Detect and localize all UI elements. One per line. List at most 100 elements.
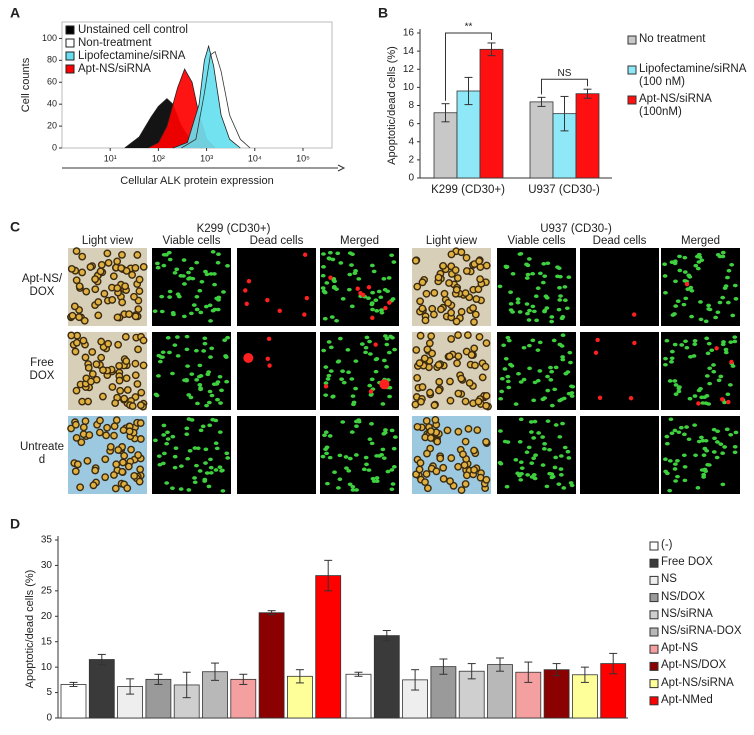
x-tick-label: 10¹ [104,153,117,163]
cell [462,471,471,480]
viable-cell [364,462,369,467]
viable-cell [189,372,195,376]
viable-cell [662,262,668,267]
viable-cell [530,271,536,276]
cell [110,422,119,431]
viable-cell [194,260,200,265]
dead-cell [383,305,388,311]
cell [88,348,97,356]
viable-cell [373,369,379,374]
viable-cell [390,297,396,301]
cell [125,427,134,436]
viable-cell [717,300,723,305]
viable-cell [381,358,387,363]
y-tick-label: 40 [47,99,57,109]
viable-cell [353,386,359,391]
viable-cell [329,315,335,319]
viable-cell [198,428,204,433]
viable-cell [378,295,384,300]
cell [445,279,453,287]
viable-cell [541,262,547,266]
viable-cell [165,335,171,340]
viable-cell [732,339,738,344]
viable-cell [369,422,374,426]
viable-cell [172,343,178,347]
viable-cell [167,289,173,294]
cell [471,310,480,319]
viable-cell [197,469,203,473]
column-header: Light view [426,235,478,247]
cell [454,331,462,340]
cell [470,318,478,327]
viable-cell [156,374,161,378]
viable-cell [322,316,328,321]
viable-cell [165,430,170,435]
viable-cell [515,300,521,305]
dead-cell [632,340,637,346]
bar [433,112,458,179]
viable-cell [682,465,688,469]
viable-cell [172,454,178,459]
viable-cell [535,286,541,291]
viable-cell [553,365,559,370]
viable-cell [664,434,670,439]
viable-cell [384,365,389,369]
legend-label: NS/DOX [661,590,706,603]
viable-cell [225,263,230,268]
viable-cell [194,307,200,312]
viable-cell [673,479,679,483]
panel-label: B [378,5,388,21]
viable-cell [668,417,674,422]
viable-cell [667,488,673,493]
error-bar [609,652,618,675]
y-tick-label: 0 [408,173,414,184]
cell [421,478,429,487]
x-tick-label: U937 (CD30-) [528,184,600,196]
legend-label: Non-treatment [78,37,152,49]
significance-bracket [541,78,588,95]
row-label: Apt-NS/ DOX [21,273,63,298]
cell [447,454,456,462]
y-tick-label: 12 [403,64,415,75]
viable-cell [713,315,719,320]
significance-bracket [445,32,492,101]
dead-cell [387,300,392,305]
viable-cell [681,302,687,307]
viable-cell [532,419,538,424]
error-bar [211,662,219,681]
cell [113,257,122,266]
viable-cell [322,433,327,438]
viable-cell [208,471,214,475]
viable-cell [518,380,524,384]
cell [415,465,424,474]
viable-cell [167,295,173,299]
bar [575,93,600,179]
viable-cell [519,466,525,470]
cell [470,344,479,353]
viable-cell [221,290,226,294]
legend-label: Apt-NMed [661,693,713,706]
legend-label: (-) [661,539,673,551]
micrograph-bg [580,248,659,326]
y-tick-label: 8 [408,100,414,111]
viable-cell [497,284,503,289]
cell [482,401,491,410]
viable-cell [366,468,372,472]
viable-cell [213,441,219,446]
viable-cell [705,351,711,356]
viable-cell [160,350,166,355]
cell [97,353,106,362]
y-tick-label: 20 [47,120,57,130]
dead-cell [632,312,637,317]
viable-cell [367,437,373,442]
viable-cell [548,378,554,382]
viable-cell [328,345,334,350]
cell [482,339,491,348]
viable-cell [156,353,162,358]
error-bar [382,630,391,642]
cell [131,359,140,368]
cell [440,289,449,298]
viable-cell [153,438,158,443]
cell [434,273,443,282]
viable-cell [544,306,550,310]
